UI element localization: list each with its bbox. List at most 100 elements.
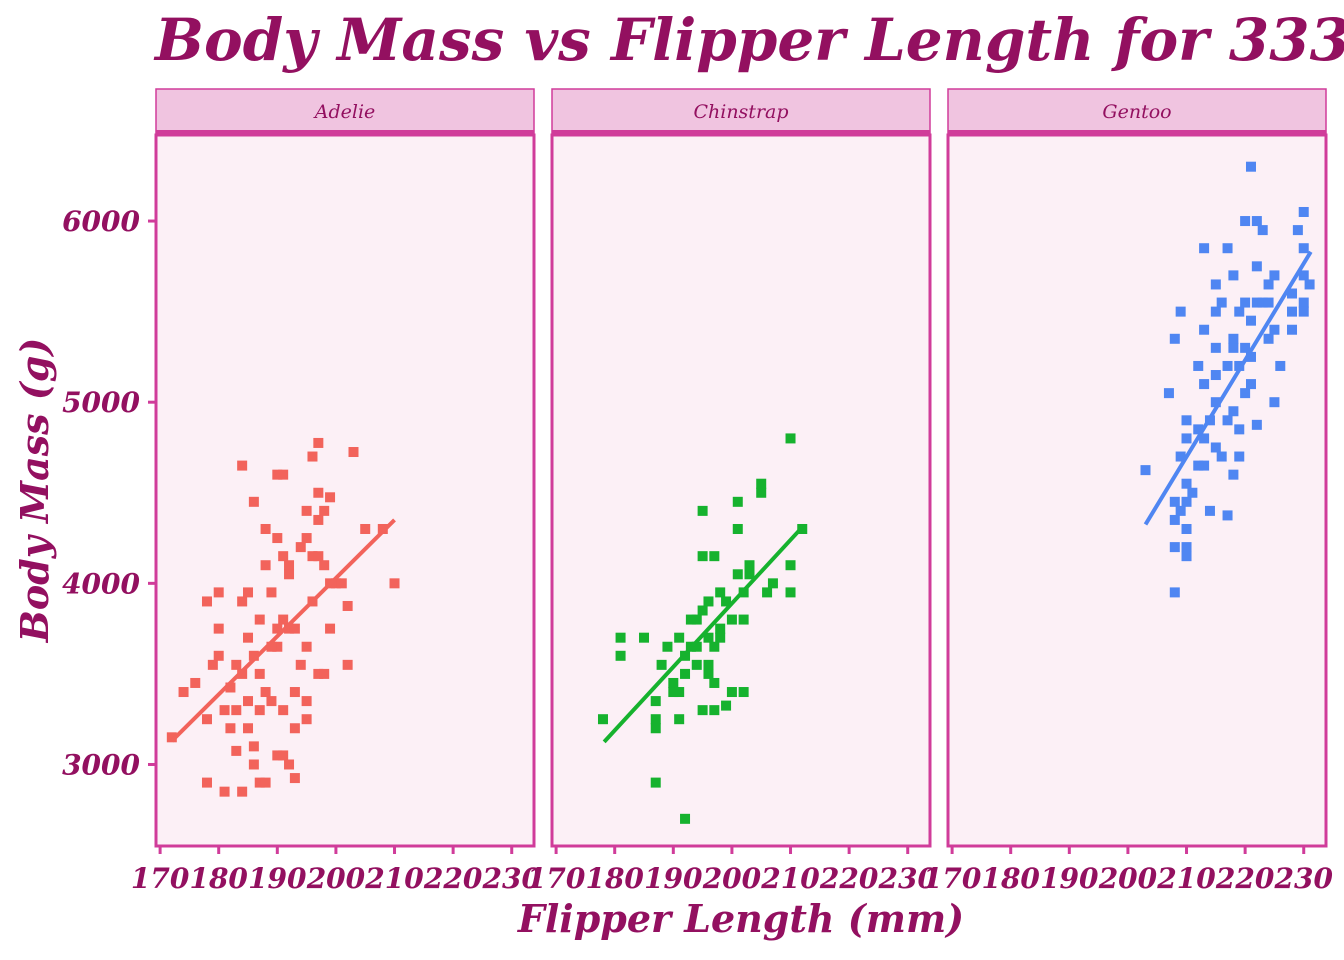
data-point [231,659,242,670]
data-point [301,505,312,516]
data-point [1287,324,1298,335]
data-point [254,777,265,788]
data-point [1298,243,1309,254]
data-point [301,696,312,707]
data-point [1304,279,1315,290]
data-point [1287,306,1298,317]
data-point [295,542,306,553]
panel-background [154,133,536,848]
data-point [248,496,259,507]
data-point [715,623,726,634]
data-point [1275,360,1286,371]
data-point [301,641,312,652]
data-point [1292,225,1303,236]
data-point [762,587,773,598]
data-point [348,447,359,458]
data-point [1204,505,1215,516]
data-point [1181,542,1192,553]
trend-line [1143,250,1313,526]
data-point [284,560,295,571]
data-point [650,714,661,725]
data-point [1240,388,1251,399]
x-tick-label: 220 [819,862,879,895]
data-point [744,560,755,571]
data-point [697,705,708,716]
strip-label: Gentoo [1102,101,1171,123]
data-point [674,632,685,643]
data-point [1175,306,1186,317]
data-point [325,492,336,503]
data-point [301,533,312,544]
data-point [389,578,400,589]
x-tick-label: 200 [702,862,762,895]
data-point [1181,523,1192,534]
data-point [1216,297,1227,308]
data-point [721,700,732,711]
data-point [237,596,248,607]
data-point [756,487,767,498]
x-tick-label: 210 [364,862,424,895]
x-tick-label: 190 [644,862,703,895]
data-point [260,523,271,534]
x-tick-label: 170 [131,862,190,895]
data-point [715,632,726,643]
x-tick-label: 220 [423,862,483,895]
data-point [1222,360,1233,371]
x-tick-label: 180 [585,862,644,895]
data-point [732,569,743,580]
strip-underline [156,130,534,134]
data-point [709,677,720,688]
data-point [1269,397,1280,408]
data-point [1163,388,1174,399]
data-point [1169,333,1180,344]
data-point [284,569,295,580]
data-point [1181,433,1192,444]
data-point [744,569,755,580]
data-point [1210,279,1221,290]
data-point [1210,342,1221,353]
x-tick-label: 210 [1156,862,1216,895]
y-tick-label: 5000 [62,386,140,419]
data-point [709,705,720,716]
data-point [1251,216,1262,227]
data-point [278,705,289,716]
x-tick-label: 230 [482,862,542,895]
data-point [278,750,289,761]
data-point [301,714,312,725]
data-point [1298,206,1309,217]
chart-title: Body Mass vs Flipper Length for 333 Peng… [153,6,1344,74]
data-point [284,623,295,634]
data-point [662,641,673,652]
data-point [674,714,685,725]
data-point [1199,324,1210,335]
data-point [313,551,324,562]
x-tick-label: 190 [1040,862,1099,895]
data-point [1263,333,1274,344]
data-point [703,668,714,679]
data-point [703,632,714,643]
data-point [207,659,218,670]
y-tick-label: 6000 [62,205,140,238]
data-point [237,786,248,797]
data-point [674,687,685,698]
data-point [639,632,650,643]
data-point [1240,342,1251,353]
data-point [1263,297,1274,308]
data-point [650,696,661,707]
data-point [1287,288,1298,299]
data-point [709,641,720,652]
data-point [1234,306,1245,317]
data-point [330,578,341,589]
panel-adelie: Adelie 170 180 190 200 210 220 230 [131,88,542,895]
data-point [248,650,259,661]
x-tick-label: 200 [306,862,366,895]
data-point [1187,487,1198,498]
data-point [650,723,661,734]
data-point [1210,397,1221,408]
data-point [237,460,248,471]
data-point [319,505,330,516]
data-point [325,623,336,634]
data-point [1251,297,1262,308]
data-point [1222,243,1233,254]
x-tick-label: 180 [981,862,1040,895]
